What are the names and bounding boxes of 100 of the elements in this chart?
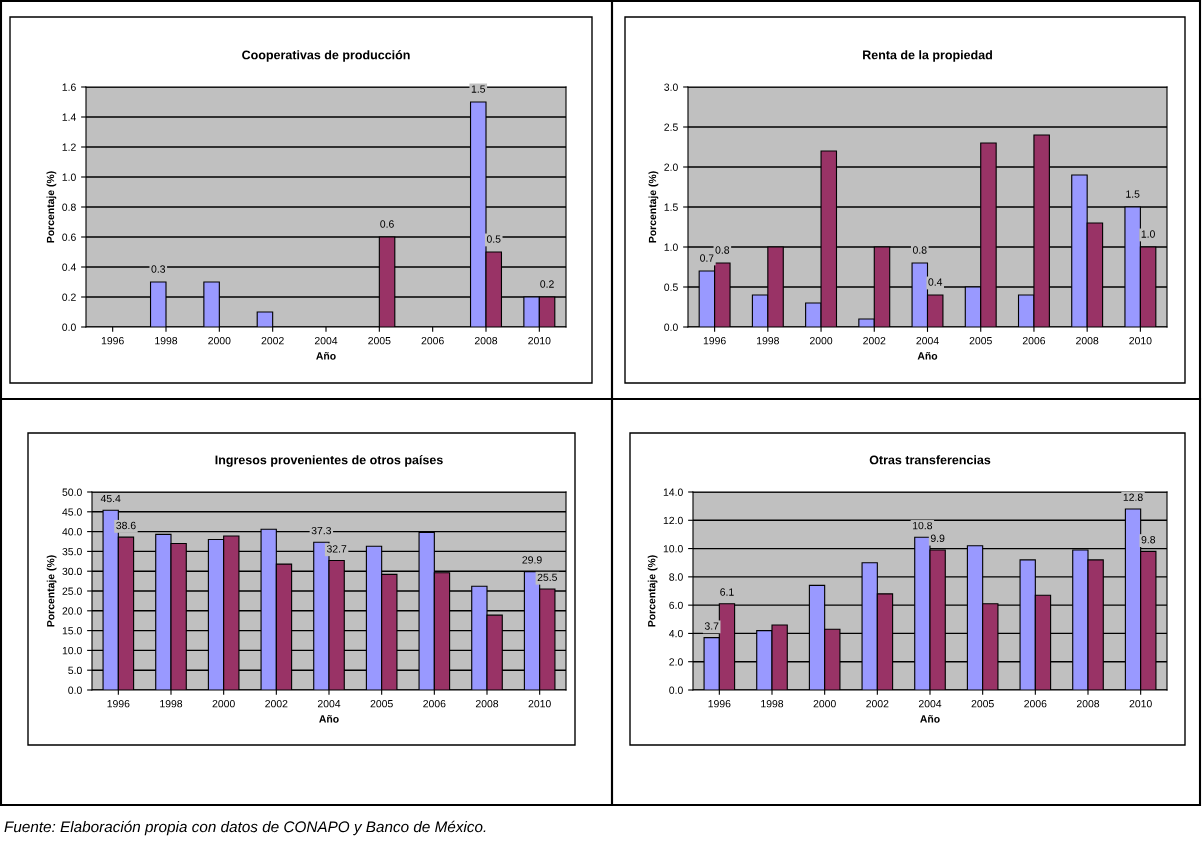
data-label: 0.5 [486, 235, 501, 243]
x-tick-label: 1998 [155, 337, 178, 345]
y-tick-label: 25.0 [62, 587, 82, 595]
y-tick-label: 2.0 [669, 658, 683, 666]
x-tick-label: 1996 [703, 337, 726, 345]
y-axis-title: Porcentaje (%) [46, 555, 57, 627]
x-tick-label: 2005 [368, 337, 391, 345]
x-tick-label: 1998 [757, 337, 779, 345]
y-tick-label: 1.2 [62, 143, 76, 151]
y-tick-label: 40.0 [62, 528, 82, 536]
data-label: 10.8 [913, 521, 933, 530]
data-label: 0.6 [380, 220, 394, 228]
y-tick-label: 1.0 [62, 173, 76, 181]
data-label: 0.8 [912, 246, 927, 254]
y-tick-label: 1.6 [62, 83, 76, 91]
x-tick-label: 2008 [1076, 700, 1100, 708]
x-tick-label: 2000 [809, 337, 833, 345]
y-tick-label: 12.0 [663, 516, 683, 525]
chart-title: Renta de la propiedad [863, 50, 992, 62]
x-axis-title: Año [920, 715, 940, 723]
x-axis-title: Año [319, 715, 339, 723]
y-tick-label: 0.6 [62, 233, 76, 241]
y-tick-label: 8.0 [669, 573, 683, 581]
data-label: 0.2 [540, 280, 554, 288]
x-tick-label: 1998 [160, 700, 183, 708]
x-tick-label: 2010 [528, 700, 551, 708]
x-tick-label: 2008 [474, 337, 498, 345]
data-label: 0.8 [715, 246, 730, 254]
x-tick-label: 2010 [1129, 700, 1152, 708]
x-tick-label: 2002 [863, 337, 886, 345]
y-tick-label: 0.8 [62, 203, 76, 211]
y-tick-label: 2.5 [664, 123, 678, 131]
x-tick-label: 2004 [916, 337, 939, 345]
y-tick-label: 0.0 [68, 686, 82, 694]
data-label: 0.7 [700, 254, 714, 262]
x-tick-label: 2002 [261, 337, 284, 345]
y-tick-label: 45.0 [62, 508, 82, 516]
x-tick-label: 2006 [1022, 337, 1046, 345]
data-label: 38.6 [116, 521, 136, 530]
x-tick-label: 2010 [528, 337, 551, 345]
y-tick-label: 0.5 [664, 283, 678, 291]
x-tick-label: 2000 [813, 700, 836, 708]
data-label: 29.9 [522, 556, 542, 564]
x-tick-label: 2000 [208, 337, 231, 345]
y-tick-label: 6.0 [669, 601, 683, 610]
x-tick-label: 2008 [475, 700, 499, 708]
data-label: 32.7 [326, 545, 347, 553]
x-tick-label: 1996 [708, 700, 731, 708]
y-tick-label: 50.0 [62, 488, 82, 496]
x-tick-label: 2005 [370, 700, 393, 708]
data-label: 6.1 [720, 588, 734, 596]
x-tick-label: 2004 [918, 700, 942, 708]
source-note: Fuente: Elaboración propia con datos de CONAPO y Banco de México. [4, 820, 486, 836]
y-axis-title: Porcentaje (%) [46, 171, 57, 243]
x-tick-label: 2004 [314, 337, 338, 345]
y-tick-label: 5.0 [68, 666, 82, 675]
data-label: 45.4 [100, 494, 121, 503]
y-tick-label: 0.0 [669, 686, 683, 694]
data-label: 3.7 [704, 622, 719, 630]
y-tick-label: 30.0 [62, 567, 82, 576]
y-tick-label: 1.5 [664, 203, 678, 211]
chart-title: Otras transferencias [869, 455, 991, 465]
data-label: 1.5 [1126, 190, 1140, 198]
x-tick-label: 2005 [969, 337, 992, 345]
y-tick-label: 10.0 [663, 545, 683, 553]
x-tick-label: 2000 [212, 700, 235, 708]
x-tick-label: 2005 [971, 700, 994, 708]
x-tick-label: 1996 [107, 700, 130, 708]
chart-title: Cooperativas de producción [242, 50, 410, 62]
y-tick-label: 0.2 [62, 293, 76, 301]
x-tick-label: 2006 [423, 700, 446, 708]
x-tick-label: 1996 [101, 337, 124, 345]
y-tick-label: 14.0 [663, 488, 683, 496]
x-tick-label: 2002 [265, 700, 288, 708]
x-tick-label: 2010 [1129, 337, 1152, 345]
x-tick-label: 2006 [1024, 700, 1047, 708]
x-axis-title: Año [917, 352, 938, 360]
y-tick-label: 3.0 [664, 83, 678, 91]
y-tick-label: 2.0 [664, 163, 678, 171]
y-tick-label: 4.0 [669, 629, 683, 638]
data-label: 1.0 [1141, 230, 1155, 238]
data-label: 37.3 [311, 526, 332, 535]
y-axis-title: Porcentaje (%) [647, 555, 658, 627]
y-tick-label: 20.0 [62, 607, 82, 615]
data-label: 0.4 [928, 278, 943, 286]
x-tick-label: 2004 [317, 700, 341, 708]
y-tick-label: 35.0 [62, 547, 82, 556]
data-label: 0.3 [151, 265, 166, 273]
y-tick-label: 0.0 [62, 323, 76, 331]
x-tick-label: 2006 [421, 337, 444, 345]
x-tick-label: 2008 [1076, 337, 1099, 345]
x-axis-title: Año [316, 352, 336, 360]
y-tick-label: 1.0 [664, 243, 678, 251]
x-tick-label: 2002 [866, 700, 889, 708]
data-label: 25.5 [537, 573, 557, 582]
data-label: 9.9 [930, 534, 945, 542]
y-axis-title: Porcentaje (%) [648, 171, 659, 243]
data-label: 9.8 [1141, 536, 1156, 544]
y-tick-label: 0.0 [664, 323, 678, 331]
y-tick-label: 1.4 [62, 113, 76, 121]
